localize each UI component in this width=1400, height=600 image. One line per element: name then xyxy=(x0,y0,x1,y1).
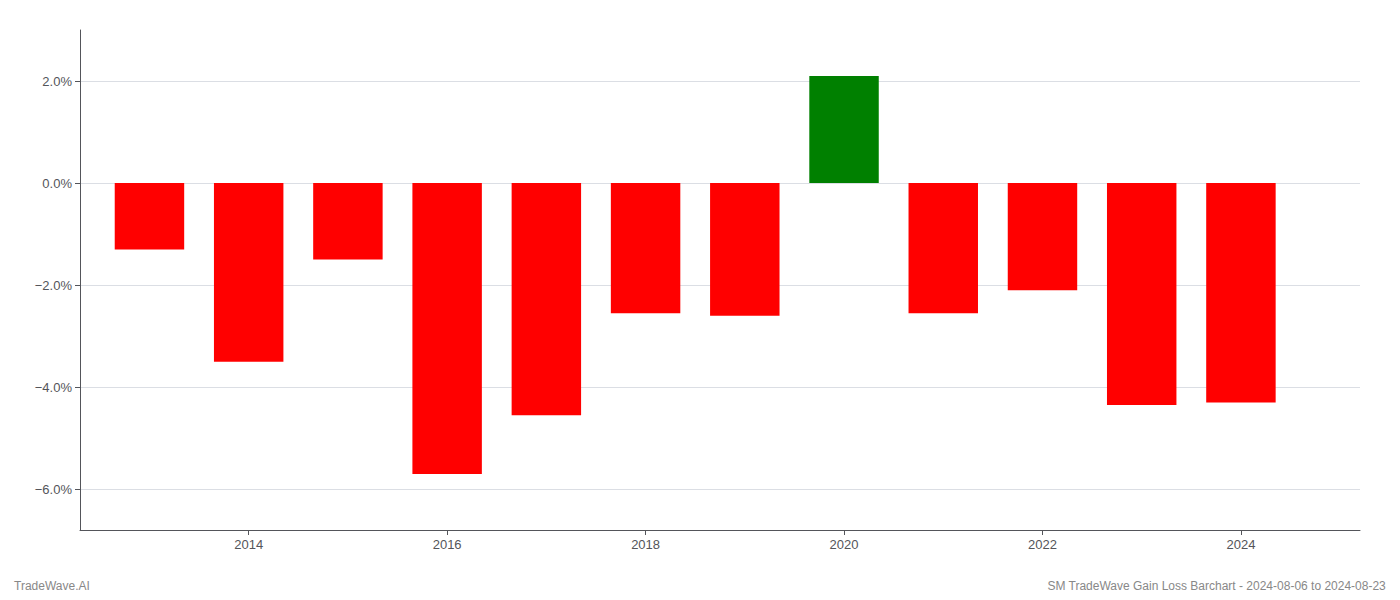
svg-text:SM TradeWave Gain Loss Barchar: SM TradeWave Gain Loss Barchart - 2024-0… xyxy=(1047,579,1386,593)
svg-text:−6.0%: −6.0% xyxy=(35,482,73,497)
svg-text:TradeWave.AI: TradeWave.AI xyxy=(14,579,90,593)
svg-text:2014: 2014 xyxy=(234,537,263,552)
svg-text:−2.0%: −2.0% xyxy=(35,278,73,293)
svg-text:2.0%: 2.0% xyxy=(42,74,72,89)
svg-text:2024: 2024 xyxy=(1226,537,1255,552)
svg-text:2016: 2016 xyxy=(433,537,462,552)
svg-text:2022: 2022 xyxy=(1028,537,1057,552)
svg-text:2018: 2018 xyxy=(631,537,660,552)
svg-text:0.0%: 0.0% xyxy=(42,176,72,191)
svg-text:−4.0%: −4.0% xyxy=(35,380,73,395)
svg-text:2020: 2020 xyxy=(830,537,859,552)
